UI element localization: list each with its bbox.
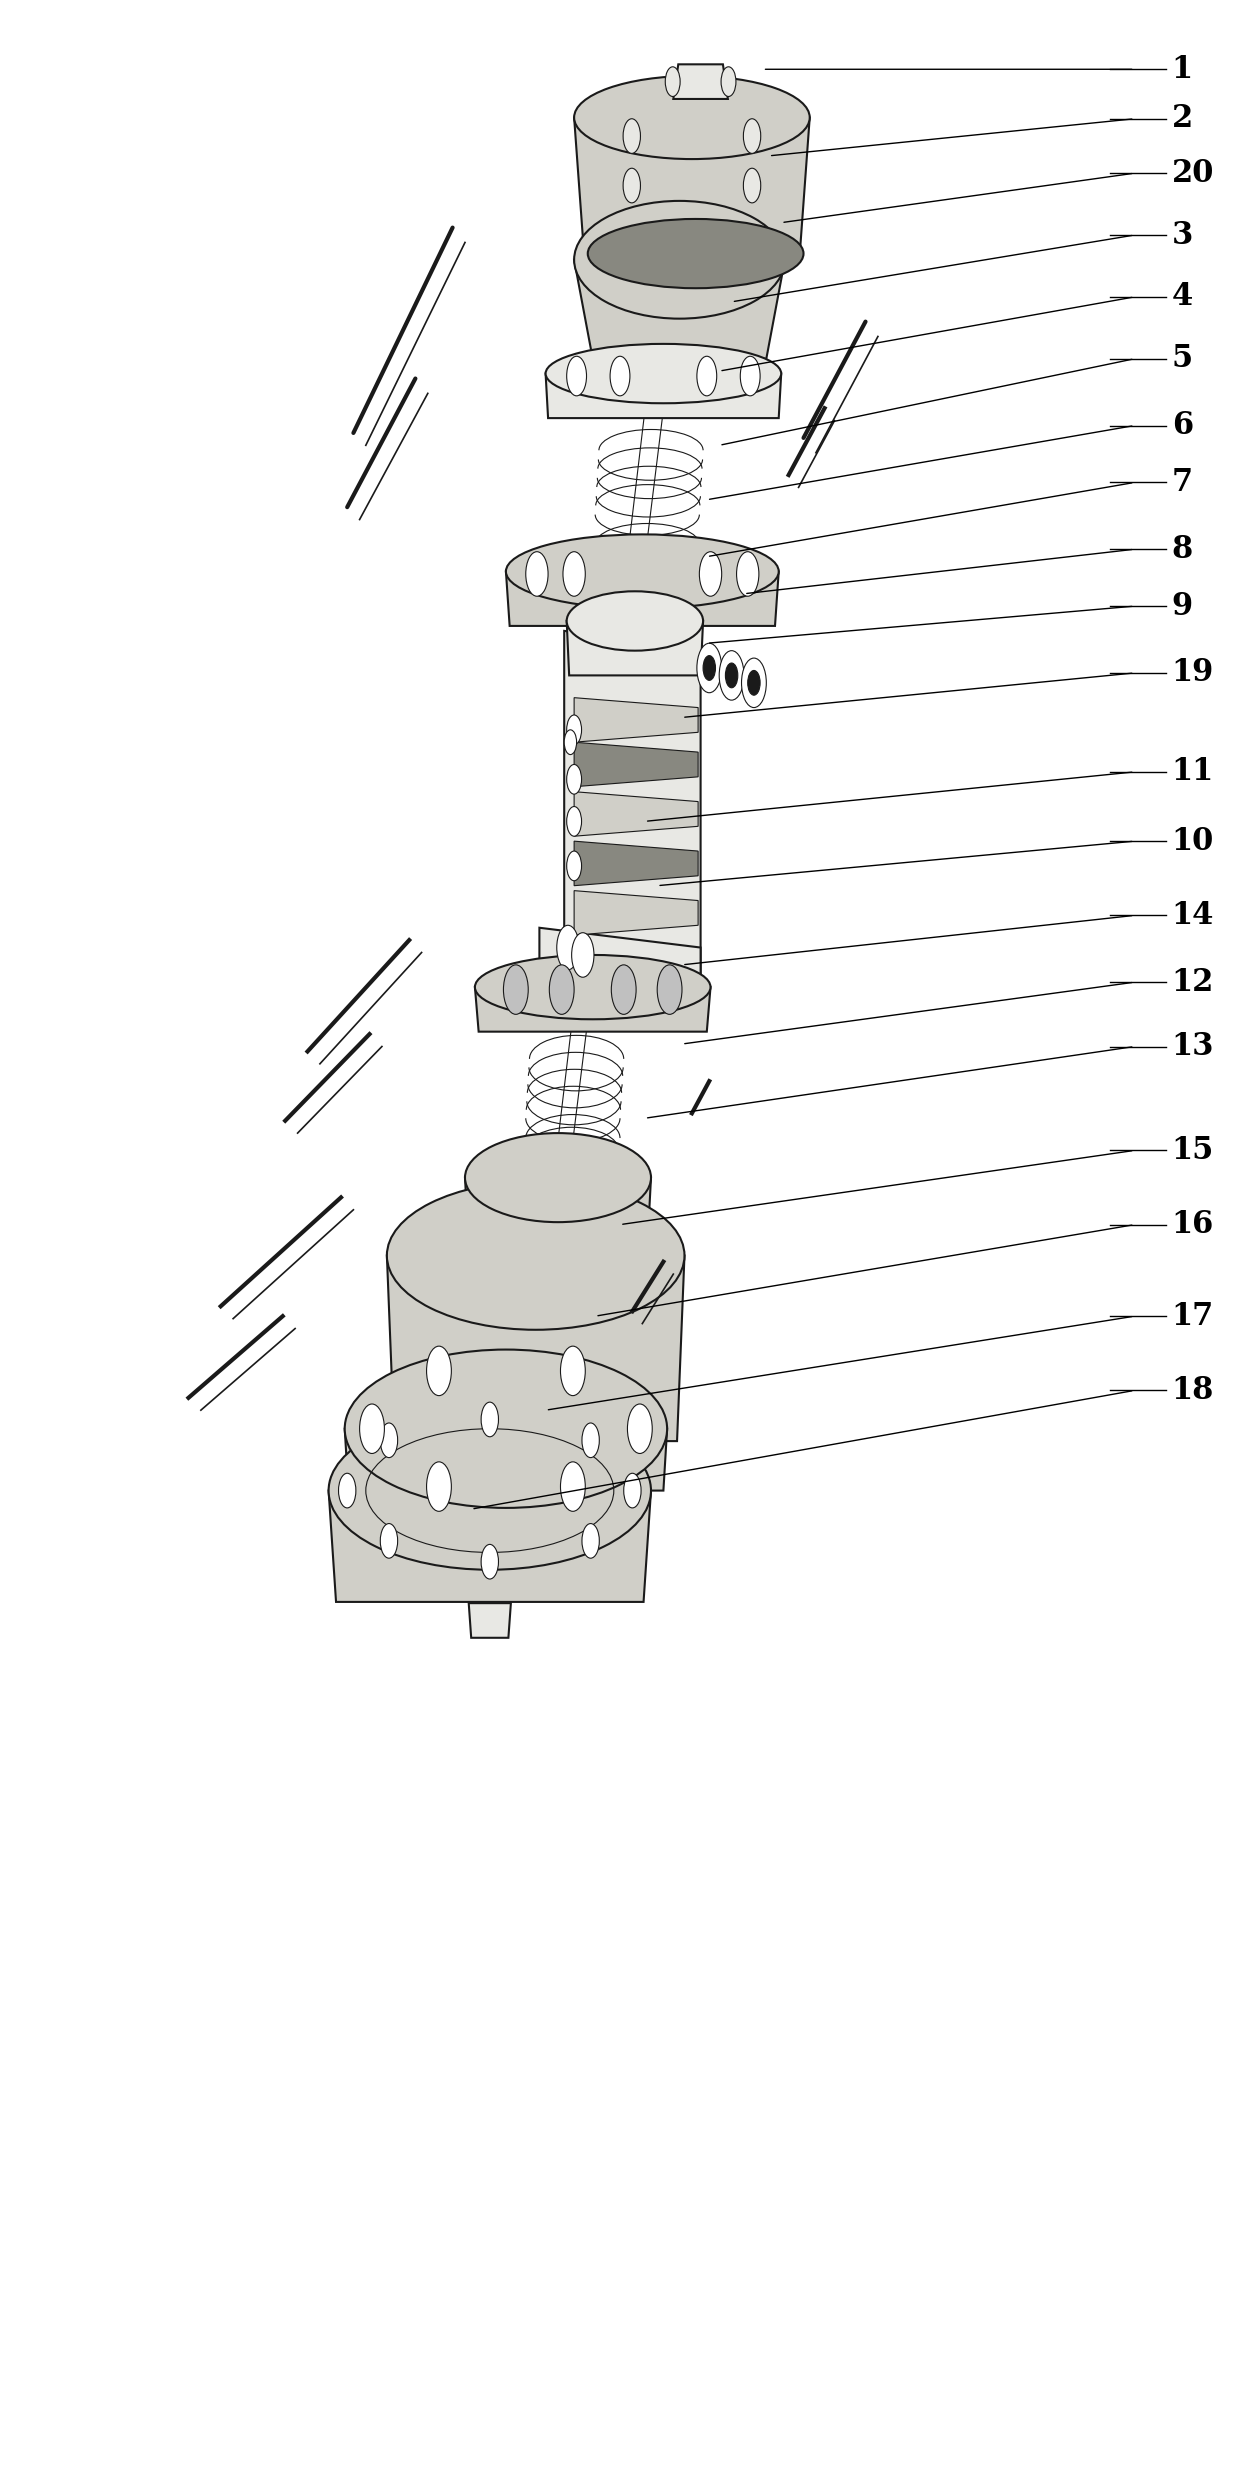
Text: 15: 15 (1172, 1136, 1214, 1165)
Text: 8: 8 (1172, 534, 1193, 564)
Text: 9: 9 (1172, 591, 1193, 621)
Polygon shape (564, 631, 701, 997)
Polygon shape (574, 792, 698, 836)
Circle shape (737, 552, 759, 596)
Circle shape (381, 1423, 398, 1457)
Circle shape (582, 1423, 599, 1457)
Polygon shape (574, 841, 698, 886)
Circle shape (611, 965, 636, 1014)
Polygon shape (475, 987, 711, 1032)
Circle shape (697, 356, 717, 396)
Text: 3: 3 (1172, 220, 1193, 250)
Circle shape (567, 851, 582, 881)
Text: 18: 18 (1172, 1376, 1214, 1405)
Circle shape (743, 119, 760, 153)
Text: 14: 14 (1172, 901, 1214, 930)
Circle shape (627, 1405, 652, 1455)
Circle shape (560, 1462, 585, 1512)
Polygon shape (329, 1489, 651, 1603)
Polygon shape (345, 1430, 667, 1489)
Circle shape (567, 764, 582, 794)
Ellipse shape (387, 1183, 684, 1331)
Polygon shape (546, 374, 781, 418)
Circle shape (582, 1524, 599, 1559)
Circle shape (360, 1405, 384, 1455)
Polygon shape (574, 742, 698, 787)
Circle shape (748, 670, 760, 695)
Text: 6: 6 (1172, 411, 1193, 440)
Text: 7: 7 (1172, 468, 1193, 497)
Text: 12: 12 (1172, 967, 1214, 997)
Circle shape (503, 965, 528, 1014)
Circle shape (610, 356, 630, 396)
Circle shape (720, 67, 735, 96)
Ellipse shape (475, 955, 711, 1019)
Circle shape (427, 1346, 451, 1395)
Polygon shape (469, 1603, 511, 1638)
Circle shape (719, 651, 744, 700)
Circle shape (624, 1472, 641, 1507)
Polygon shape (387, 1257, 684, 1440)
Text: 19: 19 (1172, 658, 1214, 688)
Circle shape (557, 925, 579, 970)
Ellipse shape (465, 1133, 651, 1222)
Circle shape (526, 552, 548, 596)
Circle shape (560, 1346, 585, 1395)
Polygon shape (574, 116, 810, 255)
Polygon shape (574, 698, 698, 742)
Circle shape (665, 67, 680, 96)
Circle shape (740, 356, 760, 396)
Circle shape (427, 1462, 451, 1512)
Circle shape (703, 656, 715, 680)
Polygon shape (574, 260, 785, 359)
Circle shape (624, 168, 641, 203)
Circle shape (697, 643, 722, 693)
Polygon shape (673, 64, 728, 99)
Circle shape (725, 663, 738, 688)
Ellipse shape (546, 344, 781, 403)
Circle shape (481, 1544, 498, 1578)
Text: 2: 2 (1172, 104, 1193, 134)
Circle shape (567, 807, 582, 836)
Text: 13: 13 (1172, 1032, 1214, 1061)
Polygon shape (465, 1178, 651, 1272)
Circle shape (567, 715, 582, 745)
Circle shape (699, 552, 722, 596)
Ellipse shape (574, 77, 810, 158)
Circle shape (624, 119, 641, 153)
Polygon shape (567, 621, 703, 675)
Text: 1: 1 (1172, 54, 1193, 84)
Ellipse shape (574, 200, 785, 319)
Ellipse shape (329, 1410, 651, 1571)
Text: 4: 4 (1172, 282, 1193, 312)
Circle shape (657, 965, 682, 1014)
Circle shape (564, 730, 577, 755)
Circle shape (742, 658, 766, 708)
Text: 17: 17 (1172, 1301, 1214, 1331)
Circle shape (381, 1524, 398, 1559)
Ellipse shape (506, 534, 779, 609)
Polygon shape (574, 891, 698, 935)
Circle shape (481, 1403, 498, 1437)
Circle shape (339, 1472, 356, 1507)
Circle shape (743, 168, 760, 203)
Circle shape (549, 965, 574, 1014)
Text: 11: 11 (1172, 757, 1214, 787)
Polygon shape (506, 571, 779, 626)
Circle shape (572, 933, 594, 977)
Ellipse shape (588, 220, 804, 289)
Ellipse shape (567, 591, 703, 651)
Text: 10: 10 (1172, 826, 1214, 856)
Text: 20: 20 (1172, 158, 1214, 188)
Polygon shape (539, 928, 701, 997)
Circle shape (563, 552, 585, 596)
Circle shape (567, 356, 587, 396)
Text: 16: 16 (1172, 1210, 1214, 1239)
Ellipse shape (345, 1351, 667, 1509)
Text: 5: 5 (1172, 344, 1193, 374)
